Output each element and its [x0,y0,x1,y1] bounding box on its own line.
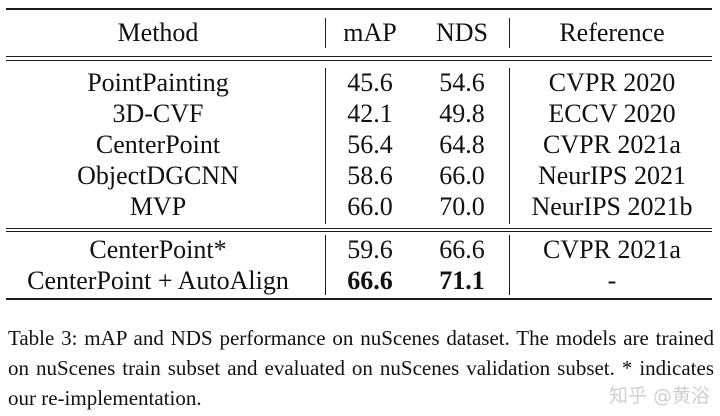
row-reference: CVPR 2021a [543,235,681,264]
header-map: mAP [343,18,397,47]
header-divider-nds [509,18,510,48]
row-reference: ECCV 2020 [548,99,676,128]
row-method: PointPainting [87,68,229,97]
row-method: CenterPoint [95,130,221,159]
row-method: ObjectDGCNN [77,161,239,190]
row-reference: CVPR 2020 [548,68,676,97]
row-nds: 70.0 [439,192,485,221]
table-top-rule [6,8,712,10]
header-reference: Reference [559,18,665,47]
row-method: MVP [129,192,187,221]
row-map-best: 66.6 [347,266,393,295]
row-method: CenterPoint + AutoAlign [27,266,289,295]
group2-divider-method [325,235,326,295]
row-nds: 49.8 [439,99,485,128]
row-map: 56.4 [347,130,393,159]
group2-divider-nds [509,235,510,295]
group1-divider-method [325,68,326,224]
row-nds: 54.6 [439,68,485,97]
group-rule-upper [6,228,712,229]
row-map: 59.6 [347,235,393,264]
row-reference: NeurIPS 2021 [537,161,687,190]
row-reference: CVPR 2021a [543,130,681,159]
header-method: Method [117,18,199,47]
row-nds: 64.8 [439,130,485,159]
row-method: 3D-CVF [112,99,204,128]
row-reference: - [607,266,617,295]
row-nds: 66.0 [439,161,485,190]
row-reference: NeurIPS 2021b [531,192,693,221]
row-map: 58.6 [347,161,393,190]
table-caption: Table 3: mAP and NDS performance on nuSc… [8,326,714,410]
row-map: 42.1 [347,99,393,128]
row-method: CenterPoint* [89,235,227,264]
row-map: 66.0 [347,192,393,221]
header-rule-lower [6,60,712,61]
watermark: 知乎 @黄浴 [608,385,710,407]
row-map: 45.6 [347,68,393,97]
row-nds-best: 71.1 [439,266,485,295]
table-bottom-rule [6,298,712,300]
header-rule-upper [6,56,712,57]
header-divider-method [325,18,326,48]
row-nds: 66.6 [439,235,485,264]
group-rule-lower [6,231,712,232]
header-nds: NDS [435,18,488,47]
group1-divider-nds [509,68,510,224]
